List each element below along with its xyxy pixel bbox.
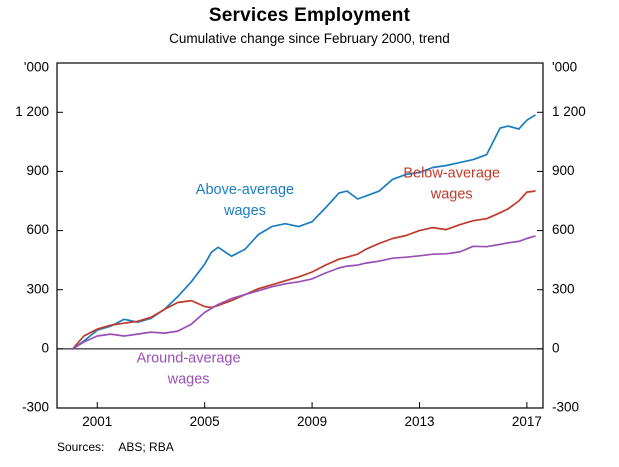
x-tick-label: 2017	[512, 414, 542, 429]
sources-value: ABS; RBA	[118, 440, 174, 454]
x-tick-label: 2013	[404, 414, 434, 429]
series-line-above-average-wages	[71, 114, 536, 350]
chart-title: Services Employment	[208, 5, 411, 26]
x-tick-label: 2009	[297, 414, 327, 429]
source-note: Sources: ABS; RBA	[57, 440, 174, 454]
y-tick-label-right: 0	[552, 340, 560, 355]
y-tick-label-left: 0	[41, 340, 49, 355]
series-line-below-average-wages	[71, 190, 536, 350]
series-line-around-average-wages	[71, 235, 536, 350]
y-tick-label-left: 1 200	[15, 104, 49, 119]
y-axis-unit-left: '000	[24, 60, 49, 75]
y-tick-label-right: 300	[552, 281, 575, 296]
series-label-around-average-wages: Around-average wages	[137, 351, 241, 388]
y-tick-label-right: 600	[552, 222, 575, 237]
y-tick-label-left: 300	[26, 281, 49, 296]
series-label-above-average-wages: Above-average wages	[196, 182, 294, 219]
series-label-below-average-wages: Below-average wages	[403, 165, 500, 202]
y-axis-unit-right: '000	[552, 60, 577, 75]
chart-subtitle: Cumulative change since February 2000, t…	[169, 31, 450, 46]
y-tick-label-left: -300	[22, 400, 49, 415]
y-tick-label-right: 1 200	[552, 104, 586, 119]
y-tick-label-right: -300	[552, 400, 579, 415]
y-tick-label-left: 900	[26, 163, 49, 178]
x-tick-label: 2005	[190, 414, 220, 429]
x-tick-label: 2001	[82, 414, 112, 429]
y-tick-label-left: 600	[26, 222, 49, 237]
sources-label: Sources:	[57, 440, 105, 454]
y-tick-label-right: 900	[552, 163, 575, 178]
plot-border	[56, 62, 544, 409]
